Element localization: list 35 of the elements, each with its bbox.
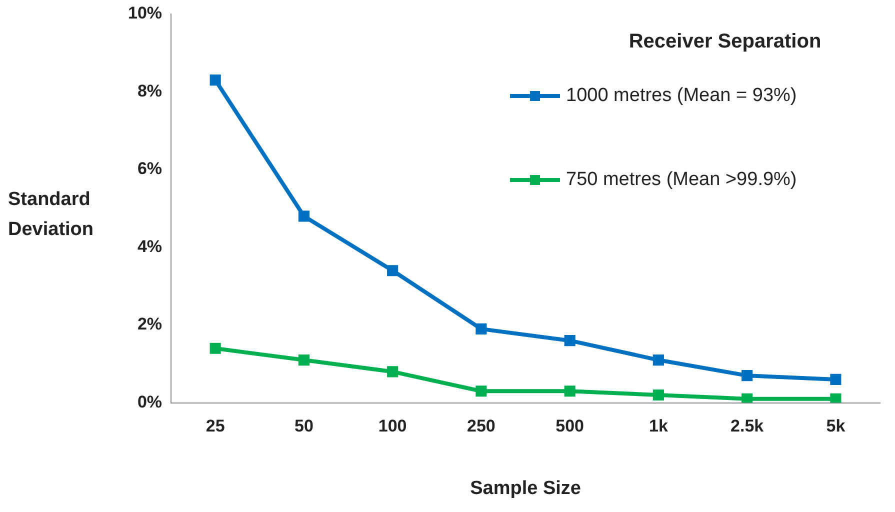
y-tick-label: 4%: [137, 236, 162, 256]
y-tick-label: 2%: [137, 314, 162, 334]
point: [830, 393, 842, 403]
point: [564, 335, 576, 346]
point: [210, 74, 221, 86]
point: [210, 342, 221, 354]
point: [652, 354, 664, 366]
x-tick-label: 500: [556, 416, 584, 436]
legend-title: Receiver Separation: [628, 30, 822, 53]
y-tick-label: 6%: [137, 159, 162, 178]
x-tick-label: 1k: [648, 416, 668, 436]
x-tick-label: 50: [294, 416, 314, 436]
x-tick-label: 5k: [826, 416, 846, 436]
y-tick-label: 10%: [128, 4, 162, 23]
point: [564, 386, 576, 397]
point: [387, 265, 398, 276]
x-tick-label: 100: [378, 416, 407, 436]
point: [298, 210, 310, 222]
point: [742, 370, 753, 382]
legend-label: 1000 metres (Mean = 93%): [566, 85, 797, 106]
x-tick-label: 25: [206, 416, 225, 436]
x-axis-title: Sample Size: [470, 478, 581, 499]
x-tick-label: 250: [467, 416, 496, 436]
point: [298, 354, 310, 366]
point: [652, 389, 664, 401]
point: [476, 323, 487, 334]
point: [387, 366, 398, 378]
point: [830, 374, 842, 386]
point: [742, 393, 753, 403]
point: [476, 386, 487, 397]
y-axis-title: Standard Deviation: [8, 188, 95, 242]
x-tick-label: 2.5k: [730, 416, 764, 436]
y-tick-label: 0%: [137, 392, 162, 412]
y-tick-label: 8%: [137, 81, 162, 100]
legend-label: 750 metres (Mean >99.9%): [566, 169, 797, 190]
